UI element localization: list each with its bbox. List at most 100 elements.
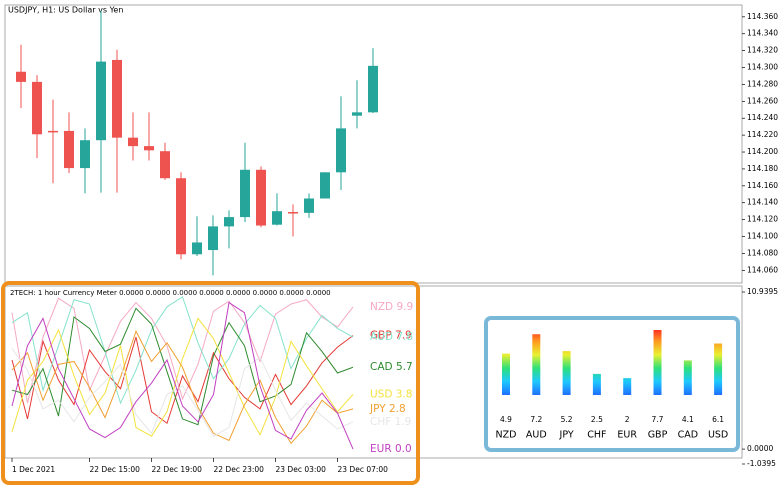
candle-body <box>48 130 58 133</box>
y-tick-label: 114.280 <box>747 79 778 88</box>
series-name: CAD <box>370 361 393 373</box>
meter-line <box>11 296 354 405</box>
candle-body <box>192 242 202 255</box>
series-name: NZD <box>370 301 393 313</box>
meter-bar <box>653 330 662 395</box>
bar-value: 7.2 <box>530 415 542 424</box>
y-tick-label: 114.080 <box>747 248 778 257</box>
meter-line <box>11 348 354 437</box>
bar-name: NZD <box>496 430 517 441</box>
y-tick-label: 10.9395 <box>747 287 778 296</box>
meter-line <box>11 335 354 425</box>
candle-body <box>336 128 346 173</box>
bar-value: 6.1 <box>712 415 724 424</box>
chart-title: USDJPY, H1: US Dollar vs Yen <box>8 6 123 15</box>
candle-body <box>320 172 330 199</box>
candle-body <box>272 211 282 225</box>
series-end-label: AUD 7.8 <box>370 331 413 343</box>
series-name: JPY <box>369 403 386 415</box>
y-tick-label: 114.320 <box>747 46 778 55</box>
bar-value: 4.1 <box>682 415 694 424</box>
series-end-label: USD 3.8 <box>370 389 412 401</box>
candle-body <box>240 169 250 218</box>
series-name: AUD <box>370 331 393 343</box>
series-value: 1.9 <box>395 416 412 428</box>
meter-line <box>11 307 354 426</box>
series-end-label: JPY 2.8 <box>369 403 406 415</box>
series-end-label: GBP 7.9 <box>370 330 412 342</box>
x-tick-label: 22 Dec 19:00 <box>152 465 203 474</box>
series-value: 9.9 <box>396 301 413 313</box>
bar-name: CAD <box>678 430 698 441</box>
candle-body <box>304 198 314 213</box>
candle-body <box>160 151 170 179</box>
meter-bar <box>714 343 723 395</box>
meter-bar <box>502 353 510 395</box>
y-tick-label: 114.200 <box>747 147 778 156</box>
y-tick-label: 114.100 <box>747 232 778 241</box>
bar-value: 5.2 <box>561 415 573 424</box>
meter-line <box>11 297 354 404</box>
candle-body <box>128 137 138 147</box>
bar-name: USD <box>708 430 728 441</box>
bar-value: 4.9 <box>500 415 512 424</box>
series-end-label: CHF 1.9 <box>370 416 411 428</box>
series-end-label: NZD 9.9 <box>370 301 413 313</box>
meter-line <box>11 317 354 437</box>
series-value: 2.8 <box>389 403 406 415</box>
y-tick-label: 114.120 <box>747 215 778 224</box>
candle-body <box>96 61 106 141</box>
y-tick-label: 114.340 <box>747 29 778 38</box>
series-value: 3.8 <box>396 389 413 401</box>
x-tick-label: 1 Dec 2021 <box>12 465 55 474</box>
series-end-label: CAD 5.7 <box>370 361 413 373</box>
candle-body <box>16 71 26 82</box>
series-name: GBP <box>370 330 392 342</box>
bar-name: JPY <box>559 430 574 441</box>
meter-line <box>11 301 354 450</box>
series-value: 0.0 <box>395 443 412 455</box>
y-tick-label: 114.060 <box>747 265 778 274</box>
y-tick-label: -1.0395 <box>747 459 776 468</box>
candle-body <box>176 178 186 255</box>
x-tick-label: 23 Dec 07:00 <box>338 465 389 474</box>
candle-body <box>112 59 122 138</box>
candle-body <box>224 217 234 227</box>
x-tick-label: 22 Dec 23:00 <box>214 465 265 474</box>
y-tick-label: 114.360 <box>747 12 778 21</box>
y-tick-label: 114.300 <box>747 63 778 72</box>
x-tick-label: 23 Dec 03:00 <box>276 465 327 474</box>
x-tick-label: 22 Dec 15:00 <box>90 465 141 474</box>
highlight-box <box>1 281 420 485</box>
main-pane <box>4 4 743 284</box>
candle-body <box>64 130 74 169</box>
series-value: 7.9 <box>395 330 412 342</box>
meter-bar <box>623 378 632 395</box>
bar-value: 7.7 <box>652 415 664 424</box>
candle-body <box>80 140 90 169</box>
y-tick-label: 114.240 <box>747 113 778 122</box>
series-name: CHF <box>370 416 391 428</box>
candle-body <box>256 169 266 226</box>
candle-body <box>352 112 362 116</box>
candle-body <box>32 81 42 135</box>
bar-name: CHF <box>587 430 606 441</box>
series-value: 7.8 <box>396 331 413 343</box>
meter-line <box>11 330 354 445</box>
meter-bar <box>532 334 541 395</box>
candle-body <box>208 226 218 251</box>
meter-box <box>484 316 740 452</box>
candle-body <box>288 212 298 214</box>
y-tick-label: 114.160 <box>747 181 778 190</box>
y-tick-label: 114.140 <box>747 198 778 207</box>
bar-value: 2 <box>625 415 630 424</box>
series-end-label: EUR 0.0 <box>370 443 412 455</box>
y-tick-label: 0.0000 <box>747 444 773 453</box>
series-name: EUR <box>370 443 392 455</box>
bar-name: EUR <box>617 430 637 441</box>
meter-bar <box>562 351 571 395</box>
candle-body <box>368 65 378 113</box>
series-name: USD <box>370 389 392 401</box>
meter-bar <box>683 360 692 395</box>
